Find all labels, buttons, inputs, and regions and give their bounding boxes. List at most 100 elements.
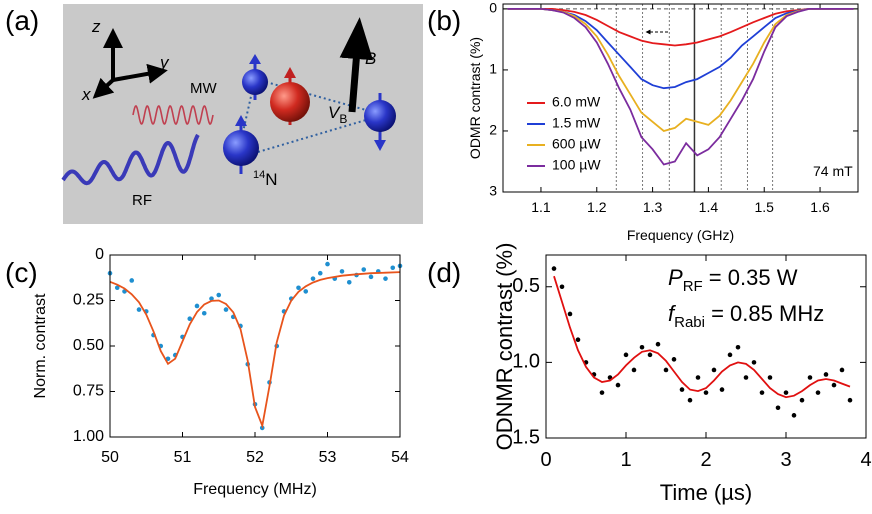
data-point [303, 289, 309, 294]
annotation-text: = 0.85 MHz [705, 301, 824, 326]
data-point [767, 375, 773, 380]
y-tick-label: 0 [95, 246, 104, 263]
y-tick-label: 1.00 [73, 428, 104, 445]
data-point [317, 270, 323, 276]
y-axis-label: Norm. contrast [32, 293, 49, 398]
y-tick-label: 1.0 [512, 351, 540, 373]
x-tick-label: 1 [620, 449, 631, 471]
data-point [815, 390, 821, 395]
panel-label: (d) [427, 257, 461, 288]
data-point [847, 397, 853, 403]
y-tick-label: 1 [489, 61, 497, 77]
y-axis-label: ODMR contrast (%) [467, 37, 483, 159]
data-point [663, 367, 669, 373]
plot-frame [502, 3, 859, 193]
data-point [719, 387, 725, 392]
data-point [325, 261, 330, 267]
data-point [194, 303, 200, 309]
x-tick-label: 1.1 [531, 199, 551, 215]
y-tick-label: 2 [489, 122, 497, 138]
data-point [551, 266, 557, 271]
series-line [507, 8, 854, 47]
data-point [346, 280, 352, 285]
axis-label: x [81, 85, 91, 104]
y-axis-label: ODNMR contrast (%) [492, 243, 517, 451]
x-tick-label: 1.3 [643, 199, 663, 215]
axis-label: z [91, 17, 101, 36]
data-point [209, 296, 214, 301]
x-tick-label: 4 [860, 449, 871, 471]
data-point [383, 276, 388, 281]
data-point [615, 382, 621, 388]
data-point [201, 310, 207, 316]
data-point [775, 405, 781, 411]
legend-label: 1.5 mW [552, 115, 601, 131]
annotation-text: = 0.35 W [703, 265, 798, 290]
potential-label: VB [328, 103, 347, 126]
chart-panel: (c) 50 51 52 53 54 0 0.25 0.50 0.75 1.00 Frequency … [5, 246, 409, 498]
annotation: fRabi = 0.85 MHz [668, 301, 824, 331]
data-point [114, 285, 120, 291]
x-tick-label: 1.2 [587, 199, 607, 215]
axes-triad [92, 28, 168, 99]
plot-frame [545, 254, 867, 439]
data-point [687, 397, 693, 403]
data-point [296, 285, 301, 291]
data-point [187, 316, 193, 322]
y-tick-label: 0.5 [512, 275, 540, 297]
x-tick-label: 1.4 [699, 199, 719, 215]
data-point [339, 269, 345, 274]
data-point [390, 265, 396, 271]
potential-symbol: V [328, 103, 341, 122]
series-line [507, 8, 854, 166]
plot-frame [109, 254, 401, 438]
data-point [735, 344, 741, 350]
x-tick-label: 0 [540, 449, 551, 471]
data-point [310, 276, 316, 281]
nucleus-mass: 14 [253, 169, 265, 181]
data-point [559, 284, 565, 290]
nucleus-symbol: N [265, 170, 277, 189]
panel-label: (b) [427, 5, 461, 36]
x-tick-label: 2 [700, 449, 711, 471]
data-point [791, 413, 797, 418]
spins [223, 54, 396, 174]
series-line [507, 8, 854, 132]
legend-label: 100 µW [552, 157, 601, 173]
data-point [631, 367, 637, 373]
data-point [743, 375, 749, 380]
x-tick-label: 53 [319, 449, 337, 466]
annotation-subscript: Rabi [674, 314, 705, 331]
y-tick-label: 0.50 [73, 337, 104, 354]
data-point [623, 352, 629, 358]
data-point [223, 307, 229, 312]
data-point [727, 352, 733, 358]
chart-panel: (d) 0 1 2 3 4 0.5 1.0 1.5 Time (µs) ODNMR contrast… [427, 243, 872, 505]
y-tick-label: 1.5 [512, 426, 540, 448]
data-point [783, 390, 789, 395]
data-point [751, 360, 757, 365]
data-point [759, 390, 765, 395]
x-tick-label: 1.6 [810, 199, 830, 215]
data-point [671, 357, 677, 362]
data-point [839, 367, 845, 373]
data-point [799, 397, 805, 403]
annotation: 74 mT [813, 163, 853, 179]
legend-label: 6.0 mW [552, 94, 601, 110]
mw-wave [132, 105, 214, 125]
data-point [703, 390, 709, 395]
x-axis-label: Time (µs) [660, 480, 753, 505]
field-arrow [339, 17, 374, 113]
data-point [165, 356, 171, 362]
data-point [136, 307, 142, 312]
data-point [655, 341, 661, 347]
axis-label: y [159, 53, 170, 72]
chart-panel: (b) 1.1 1.2 1.3 1.4 1.5 1.6 0 1 2 3 Frequency (GHz)… [427, 0, 859, 243]
annotation: PRF = 0.35 W [668, 265, 798, 295]
wave-label: MW [190, 80, 217, 97]
data-point [361, 267, 367, 272]
fit-line [553, 275, 851, 399]
data-point [823, 372, 829, 377]
y-tick-label: 0 [489, 0, 497, 16]
